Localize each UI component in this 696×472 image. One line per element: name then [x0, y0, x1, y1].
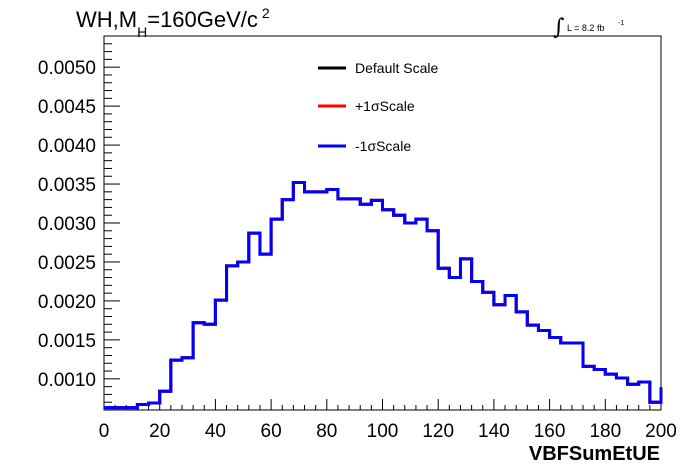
x-axis-tick-labels: 0 20 40 60 80 100 120 140 160 180 200 [99, 421, 677, 442]
x-tick-label: 80 [316, 421, 337, 442]
luminosity-exponent: -1 [618, 20, 624, 27]
title-part1: WH,M [76, 7, 137, 32]
legend-label-2: -1σScale [355, 138, 411, 154]
svg-text:WH,MH=160GeV/c2: WH,MH=160GeV/c 2 [76, 5, 270, 40]
y-tick-label: 0.0020 [38, 292, 96, 313]
x-tick-label: 100 [367, 421, 399, 442]
y-tick-label: 0.0015 [38, 331, 96, 352]
x-tick-label: 180 [589, 421, 621, 442]
x-tick-label: 0 [99, 421, 110, 442]
y-tick-label: 0.0050 [38, 58, 96, 79]
y-tick-label: 0.0040 [38, 136, 96, 157]
x-tick-label: 120 [422, 421, 454, 442]
legend: Default Scale +1σScale -1σScale [318, 60, 438, 154]
integral-symbol: ∫ [553, 15, 565, 40]
x-tick-label: 160 [534, 421, 566, 442]
series-line-1 [104, 180, 663, 410]
x-axis-title: VBFSumEtUE [529, 443, 660, 465]
x-tick-label: 200 [645, 421, 677, 442]
y-tick-label: 0.0035 [38, 175, 96, 196]
x-tick-label: 140 [478, 421, 510, 442]
x-axis-ticks [103, 399, 662, 410]
title-superscript: 2 [262, 5, 270, 21]
series-lines [104, 180, 663, 410]
series-line-0 [104, 180, 663, 410]
luminosity-label: ∫ L = 8.2 fb -1 [553, 15, 624, 40]
x-tick-label: 40 [205, 421, 226, 442]
y-axis-ticks [104, 35, 120, 411]
y-tick-label: 0.0010 [38, 370, 96, 391]
plot-frame [103, 35, 662, 411]
y-tick-label: 0.0030 [38, 214, 96, 235]
chart-title: WH,MH=160GeV/c 2 [76, 5, 270, 40]
y-tick-label: 0.0045 [38, 97, 96, 118]
x-tick-label: 60 [261, 421, 282, 442]
title-subscript: H [137, 24, 147, 40]
legend-label-0: Default Scale [355, 60, 438, 76]
legend-label-1: +1σScale [355, 98, 415, 114]
x-tick-label: 20 [149, 421, 170, 442]
series-line-2 [104, 180, 663, 410]
luminosity-text: L = 8.2 fb [567, 23, 604, 33]
y-tick-label: 0.0025 [38, 253, 96, 274]
title-part2: =160GeV/c [147, 7, 258, 32]
y-axis-tick-labels: 0.0010 0.0015 0.0020 0.0025 0.0030 0.0035 0.00… [38, 58, 96, 391]
